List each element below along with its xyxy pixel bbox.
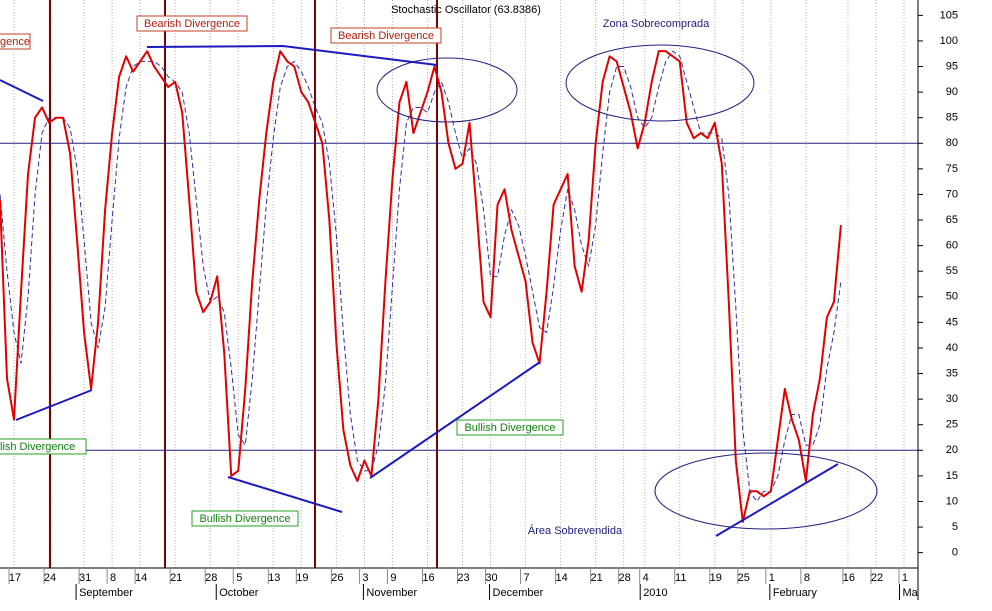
y-tick-label: 0 — [952, 547, 958, 559]
y-tick-label: 50 — [946, 291, 958, 303]
y-tick-label: 70 — [946, 188, 958, 200]
trend-line — [15, 389, 93, 421]
x-tick-label: 8 — [110, 572, 116, 584]
x-tick-label: 13 — [268, 572, 280, 584]
y-tick-label: 55 — [946, 265, 958, 277]
y-tick-label: 85 — [946, 112, 958, 124]
x-tick-label: 3 — [362, 572, 368, 584]
month-label: December — [493, 587, 544, 599]
y-tick-label: 20 — [946, 444, 958, 456]
x-tick-label: 28 — [205, 572, 217, 584]
y-tick-label: 35 — [946, 367, 958, 379]
x-tick-label: 25 — [738, 572, 750, 584]
trend-line — [146, 44, 438, 66]
trend-line — [0, 79, 44, 102]
label-box — [191, 510, 299, 527]
y-tick-label: 75 — [946, 163, 958, 175]
x-tick-label: 14 — [555, 572, 567, 584]
y-tick-label: 80 — [946, 137, 958, 149]
label-box — [0, 438, 87, 455]
x-tick-label: 1 — [902, 572, 908, 584]
label-box — [456, 419, 564, 436]
x-tick-label: 7 — [524, 572, 530, 584]
month-label: Ma — [902, 587, 918, 599]
x-tick-label: 19 — [710, 572, 722, 584]
y-tick-label: 60 — [946, 240, 958, 252]
label-box — [136, 15, 248, 32]
divergence-markers — [49, 0, 438, 568]
x-tick-label: 21 — [591, 572, 603, 584]
x-tick-label: 9 — [390, 572, 396, 584]
x-tick-label: 24 — [44, 572, 56, 584]
trend-line — [369, 361, 541, 479]
trend-lines — [0, 44, 839, 537]
y-tick-label: 65 — [946, 214, 958, 226]
bullish-label: lish Divergence — [0, 441, 75, 453]
x-tick-label: 21 — [170, 572, 182, 584]
x-tick-label: 31 — [79, 572, 91, 584]
levels — [0, 142, 918, 451]
axes: 0510152025303540455055606570758085909510… — [0, 0, 958, 600]
x-tick-label: 4 — [643, 572, 649, 584]
x-tick-label: 30 — [485, 572, 497, 584]
y-tick-label: 10 — [946, 495, 958, 507]
series-line — [0, 50, 842, 523]
x-tick-label: 19 — [296, 572, 308, 584]
y-tick-label: 45 — [946, 316, 958, 328]
bearish-label: Bearish Divergence — [144, 18, 240, 30]
y-tick-label: 90 — [946, 86, 958, 98]
bearish-label: gence — [0, 36, 30, 48]
series — [0, 50, 842, 523]
y-tick-label: 100 — [940, 35, 958, 47]
x-tick-label: 22 — [871, 572, 883, 584]
x-tick-label: 17 — [9, 572, 21, 584]
month-label: October — [219, 587, 258, 599]
month-label: 2010 — [643, 587, 667, 599]
y-tick-label: 30 — [946, 393, 958, 405]
x-tick-label: 14 — [135, 572, 147, 584]
bullish-label: Bullish Divergence — [199, 513, 290, 525]
x-tick-label: 28 — [619, 572, 631, 584]
label-box — [0, 33, 31, 50]
y-tick-label: 15 — [946, 470, 958, 482]
y-tick-label: 95 — [946, 60, 958, 72]
trend-line — [227, 476, 343, 513]
x-tick-label: 5 — [236, 572, 242, 584]
x-tick-label: 1 — [769, 572, 775, 584]
month-label: November — [366, 587, 417, 599]
x-tick-label: 11 — [675, 572, 686, 584]
trend-line — [715, 463, 839, 537]
annotations: Bearish Divergence Bearish Divergence ge… — [0, 4, 710, 537]
y-tick-label: 40 — [946, 342, 958, 354]
zone-ellipse — [565, 44, 755, 122]
chart-title: Stochastic Oscillator (63.8386) — [391, 4, 541, 16]
x-tick-label: 16 — [422, 572, 434, 584]
zone-ellipse — [376, 57, 518, 123]
x-tick-label: 16 — [843, 572, 855, 584]
zone-ellipse — [654, 452, 878, 530]
month-label: September — [79, 587, 133, 599]
bullish-label: Bullish Divergence — [464, 422, 555, 434]
x-tick-label: 23 — [457, 572, 469, 584]
y-tick-label: 105 — [940, 9, 958, 21]
x-tick-label: 26 — [331, 572, 343, 584]
x-tick-label: 8 — [804, 572, 810, 584]
zone-label: Zona Sobrecomprada — [603, 18, 710, 30]
y-tick-label: 25 — [946, 419, 958, 431]
label-box — [330, 27, 442, 44]
bearish-label: Bearish Divergence — [338, 30, 434, 42]
zones — [376, 44, 878, 530]
zone-label: Área Sobrevendida — [528, 524, 623, 537]
month-label: February — [773, 587, 818, 599]
y-tick-label: 5 — [952, 521, 958, 533]
